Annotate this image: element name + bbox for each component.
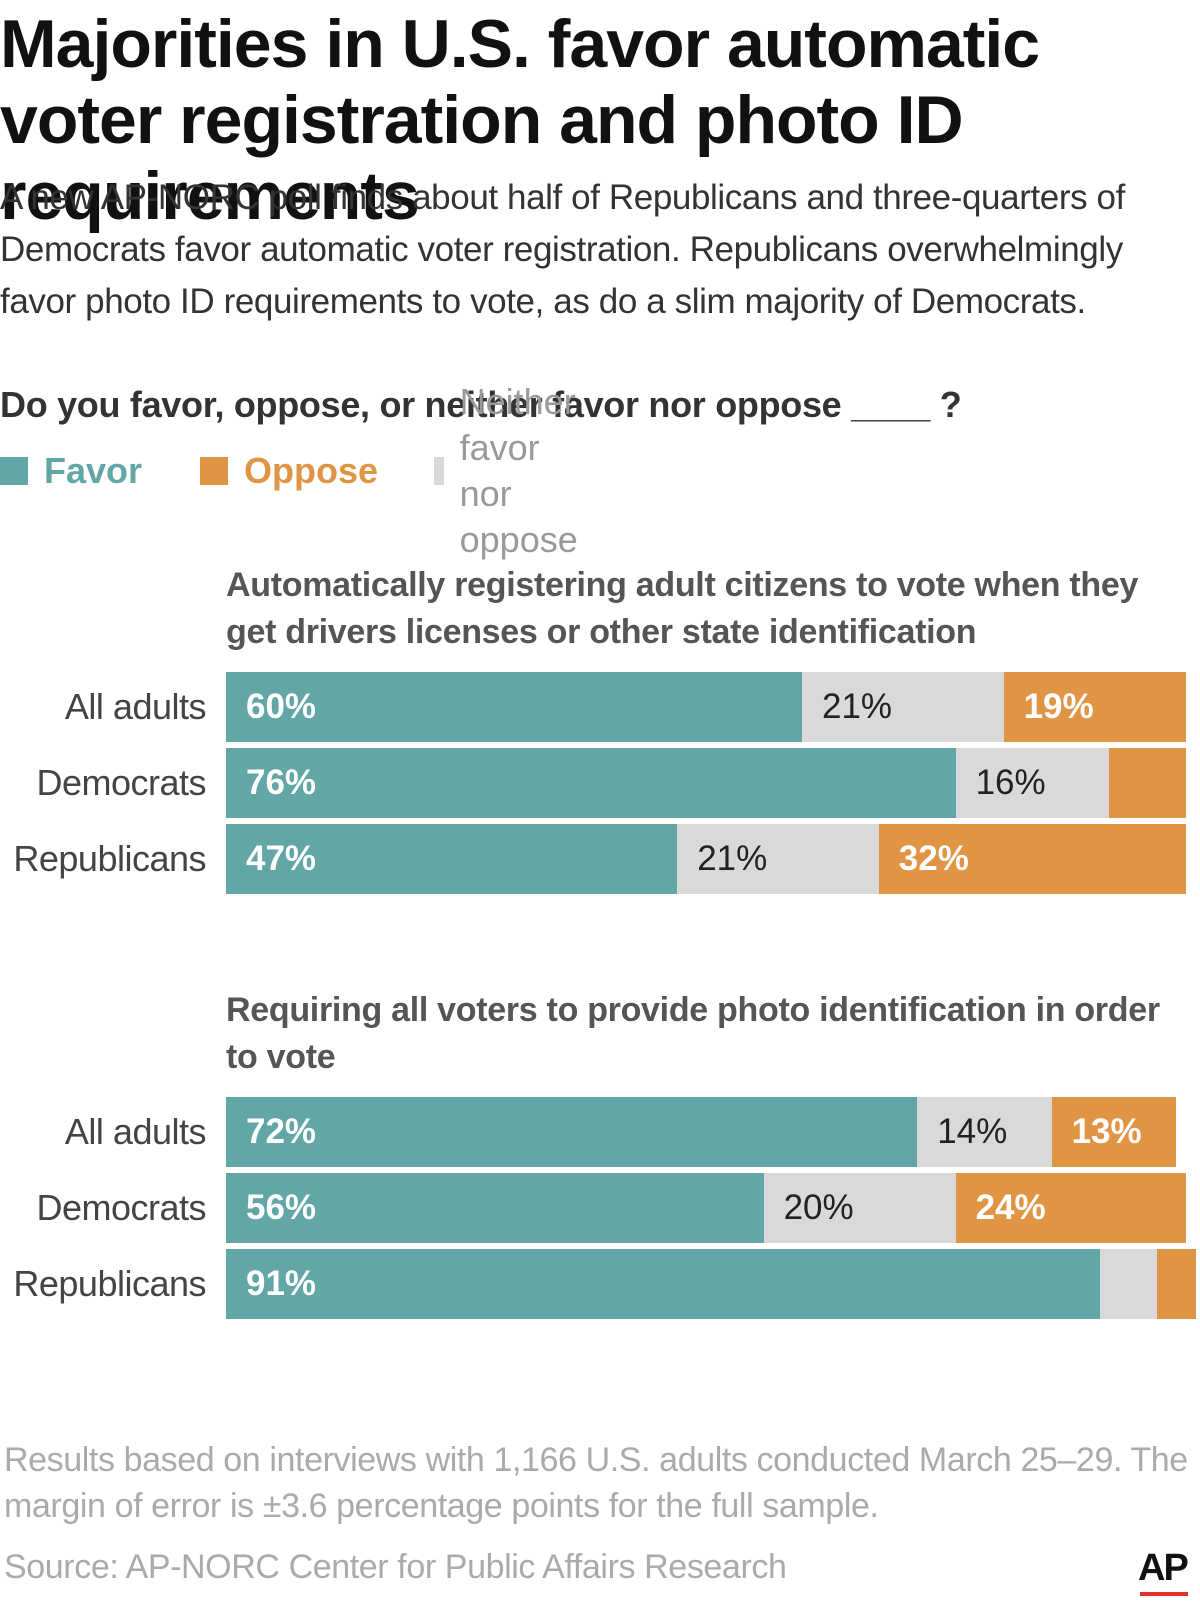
- legend-item-favor: Favor: [0, 448, 142, 494]
- data-label: 13%: [1071, 1112, 1142, 1151]
- bar-segment: [917, 1097, 1052, 1167]
- stacked-bar: 91%: [226, 1249, 1196, 1319]
- stacked-bar: 56% 20% 24%: [226, 1173, 1186, 1243]
- row-label: Republicans: [13, 1263, 206, 1304]
- data-label: 56%: [246, 1188, 317, 1227]
- bar-segment: [226, 672, 802, 742]
- bar-segment: [677, 824, 879, 894]
- bar-segment: [878, 824, 1186, 894]
- legend-item-neither: Neither favor nor oppose: [434, 381, 596, 560]
- bar-segment: [763, 1173, 956, 1243]
- bar-segment: [226, 1249, 1100, 1319]
- data-label: 91%: [246, 1264, 317, 1303]
- data-label: 24%: [975, 1188, 1046, 1227]
- chart-2-title: Requiring all voters to provide photo id…: [226, 991, 1160, 1076]
- chart-1-title: Automatically registering adult citizens…: [226, 566, 1139, 651]
- row-label: All adults: [64, 1111, 207, 1152]
- legend-swatch-neither: [434, 457, 444, 485]
- bar-segment: [226, 748, 956, 818]
- bar-segment: [1157, 1249, 1196, 1319]
- legend-swatch-favor: [0, 457, 28, 485]
- legend-label-oppose: Oppose: [244, 450, 379, 491]
- data-label: 21%: [822, 687, 893, 726]
- stacked-bar: 60% 21% 19%: [226, 672, 1186, 742]
- legend-label-neither: Neither favor nor oppose: [459, 381, 578, 560]
- ap-logo: AP: [1138, 1547, 1189, 1589]
- bar-segment: [955, 1173, 1186, 1243]
- data-label: 76%: [246, 763, 317, 802]
- legend-swatch-oppose: [200, 457, 228, 485]
- bar-segment: [226, 1173, 764, 1243]
- data-label: 19%: [1023, 687, 1094, 726]
- source-credit: Source: AP-NORC Center for Public Affair…: [4, 1548, 787, 1586]
- survey-question: Do you favor, oppose, or neither favor n…: [0, 384, 962, 425]
- bar-segment: [955, 748, 1110, 818]
- row-label: Democrats: [36, 1187, 206, 1228]
- ap-logo-underline: [1140, 1592, 1188, 1596]
- bar-segment: [1109, 748, 1186, 818]
- stacked-bar: 76% 16%: [226, 748, 1186, 818]
- data-label: 60%: [246, 687, 317, 726]
- data-label: 47%: [246, 839, 317, 878]
- chart-title: Majorities in U.S. favor automatic voter…: [0, 6, 1040, 234]
- bar-segment: [226, 824, 678, 894]
- row-label: Republicans: [13, 838, 206, 879]
- methodology-note: Results based on interviews with 1,166 U…: [4, 1441, 1188, 1525]
- bar-segment: [1099, 1249, 1158, 1319]
- bar-segment: [802, 672, 1004, 742]
- data-label: 16%: [975, 763, 1046, 802]
- stacked-bar: 72% 14% 13%: [226, 1097, 1186, 1167]
- bar-segment: [1051, 1097, 1177, 1167]
- data-label: 14%: [937, 1112, 1008, 1151]
- stacked-bar: 47% 21% 32%: [226, 824, 1186, 894]
- data-label: 21%: [697, 839, 768, 878]
- row-label: Democrats: [36, 762, 206, 803]
- legend-item-oppose: Oppose: [200, 448, 378, 494]
- legend-label-favor: Favor: [44, 450, 143, 491]
- row-label: All adults: [64, 686, 207, 727]
- bar-segment: [1003, 672, 1186, 742]
- data-label: 72%: [246, 1112, 317, 1151]
- data-label: 20%: [783, 1188, 854, 1227]
- chart-subtitle: A new AP-NORC poll finds about half of R…: [0, 178, 1125, 321]
- bar-segment: [226, 1097, 918, 1167]
- data-label: 32%: [898, 839, 969, 878]
